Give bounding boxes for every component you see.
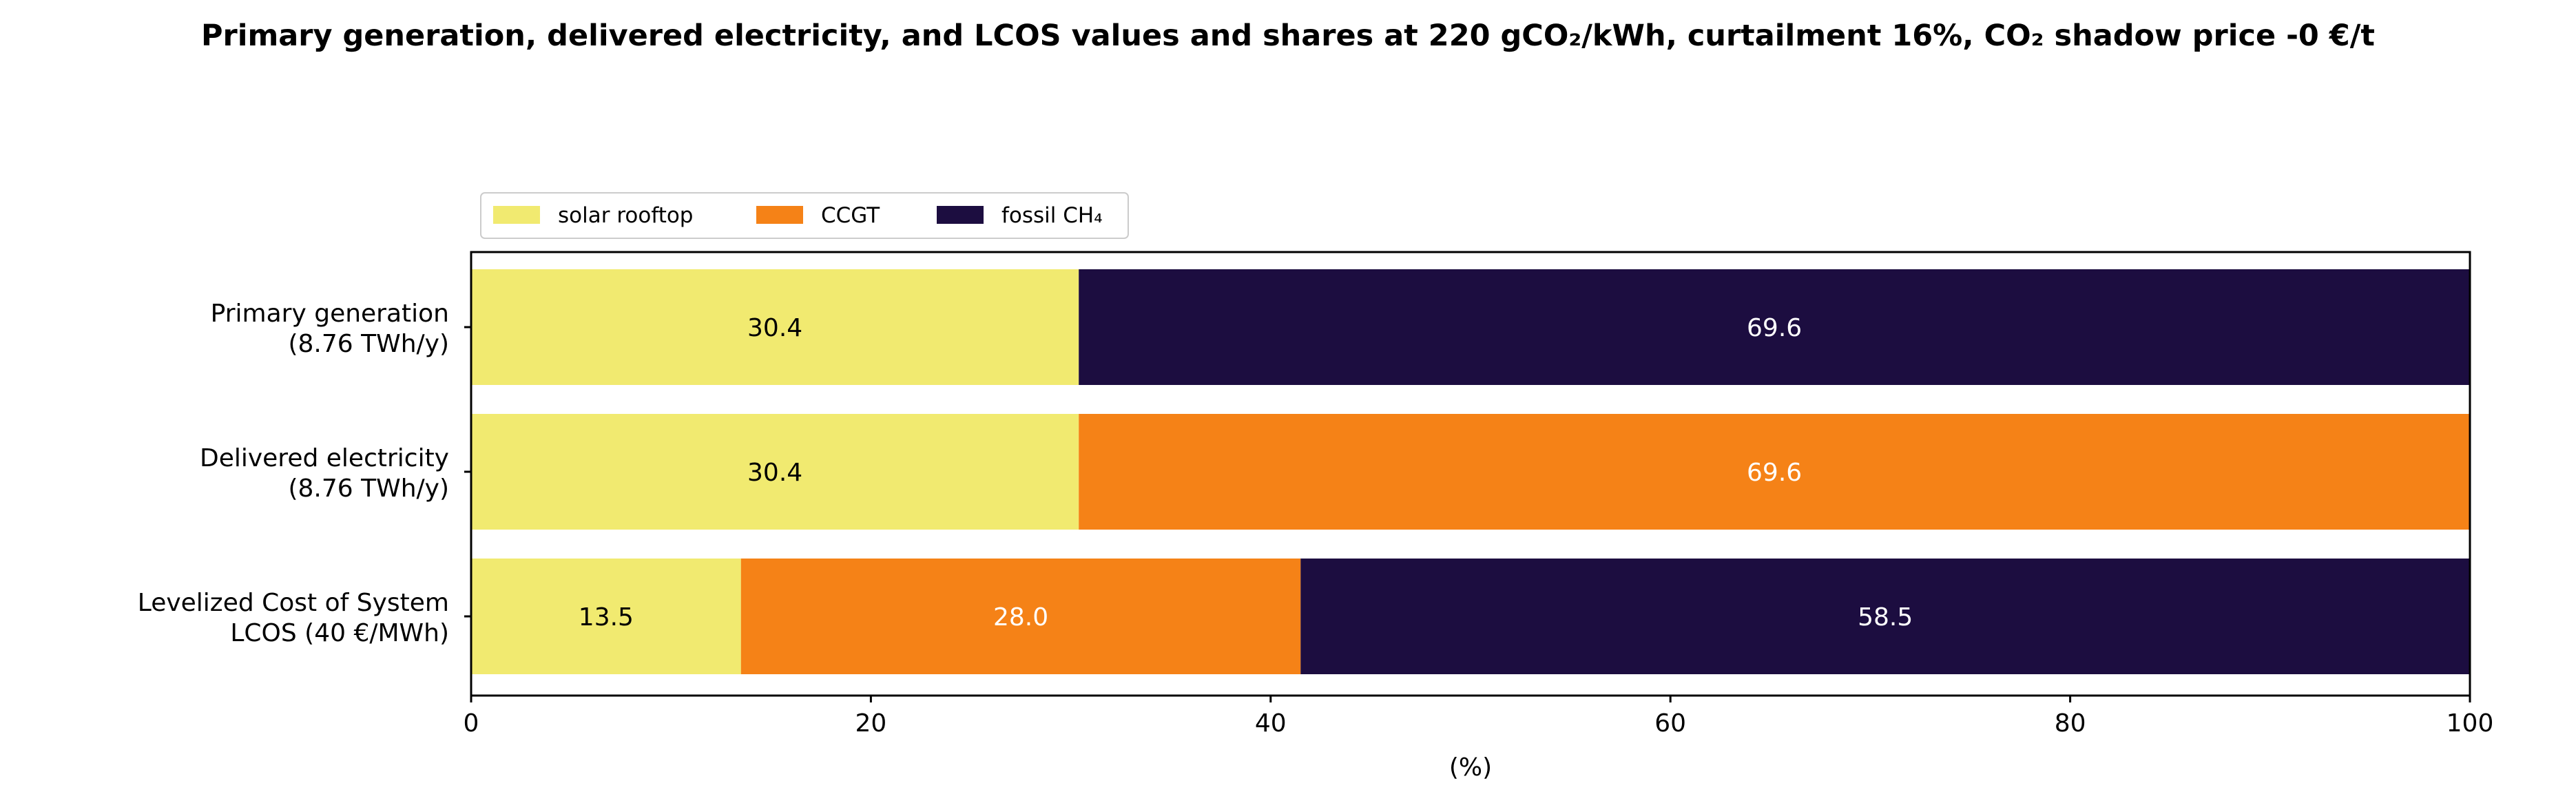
- x-tick-label: 100: [2447, 709, 2494, 738]
- legend-swatch: [937, 206, 984, 224]
- x-axis: 0 20 40 60 80 100: [464, 696, 2494, 738]
- plot-frame: [470, 251, 2471, 697]
- x-tick-label: 20: [855, 709, 886, 738]
- bar-value-label: 58.5: [1858, 603, 1913, 632]
- bar-value-label: 69.6: [1747, 459, 1802, 487]
- bar-segment: [1079, 269, 2470, 385]
- legend-label: CCGT: [821, 203, 880, 228]
- legend-frame: [480, 192, 1129, 239]
- legend-swatch: [493, 206, 540, 224]
- bar-value-label: 30.4: [747, 314, 802, 342]
- legend-swatch: [756, 206, 803, 224]
- labels-layer: 30.4 69.6 30.4 69.6 13.5 28.0 58.5: [579, 314, 1913, 632]
- legend-label: solar rooftop: [558, 203, 694, 228]
- x-tick-label: 40: [1255, 709, 1287, 738]
- y-tick-label: Primary generation (8.76 TWh/y): [211, 300, 449, 358]
- bar-segment: [471, 269, 1079, 385]
- bar-segment: [740, 559, 1301, 674]
- bar-value-label: 13.5: [579, 603, 634, 632]
- y-axis: Primary generation (8.76 TWh/y) Delivered …: [138, 300, 471, 647]
- bar-segment: [1079, 414, 2470, 530]
- bar-value-label: 30.4: [747, 459, 802, 487]
- bar-value-label: 69.6: [1747, 314, 1802, 342]
- bar-segment: [471, 559, 741, 674]
- bars-layer: [471, 269, 2470, 674]
- bar-value-label: 28.0: [993, 603, 1048, 632]
- x-axis-label: (%): [1449, 753, 1492, 782]
- bar-segment: [1300, 559, 2470, 674]
- x-tick-label: 80: [2055, 709, 2086, 738]
- x-tick-label: 60: [1654, 709, 1686, 738]
- legend: solar rooftop CCGT fossil CH₄: [480, 192, 1129, 239]
- legend-label: fossil CH₄: [1001, 203, 1103, 228]
- chart-title: Primary generation, delivered electricit…: [201, 19, 2375, 53]
- bar-segment: [471, 414, 1079, 530]
- y-tick-label: Levelized Cost of System LCOS (40 €/MWh): [138, 589, 449, 647]
- y-tick-label: Delivered electricity (8.76 TWh/y): [200, 444, 449, 503]
- x-tick-label: 0: [464, 709, 479, 738]
